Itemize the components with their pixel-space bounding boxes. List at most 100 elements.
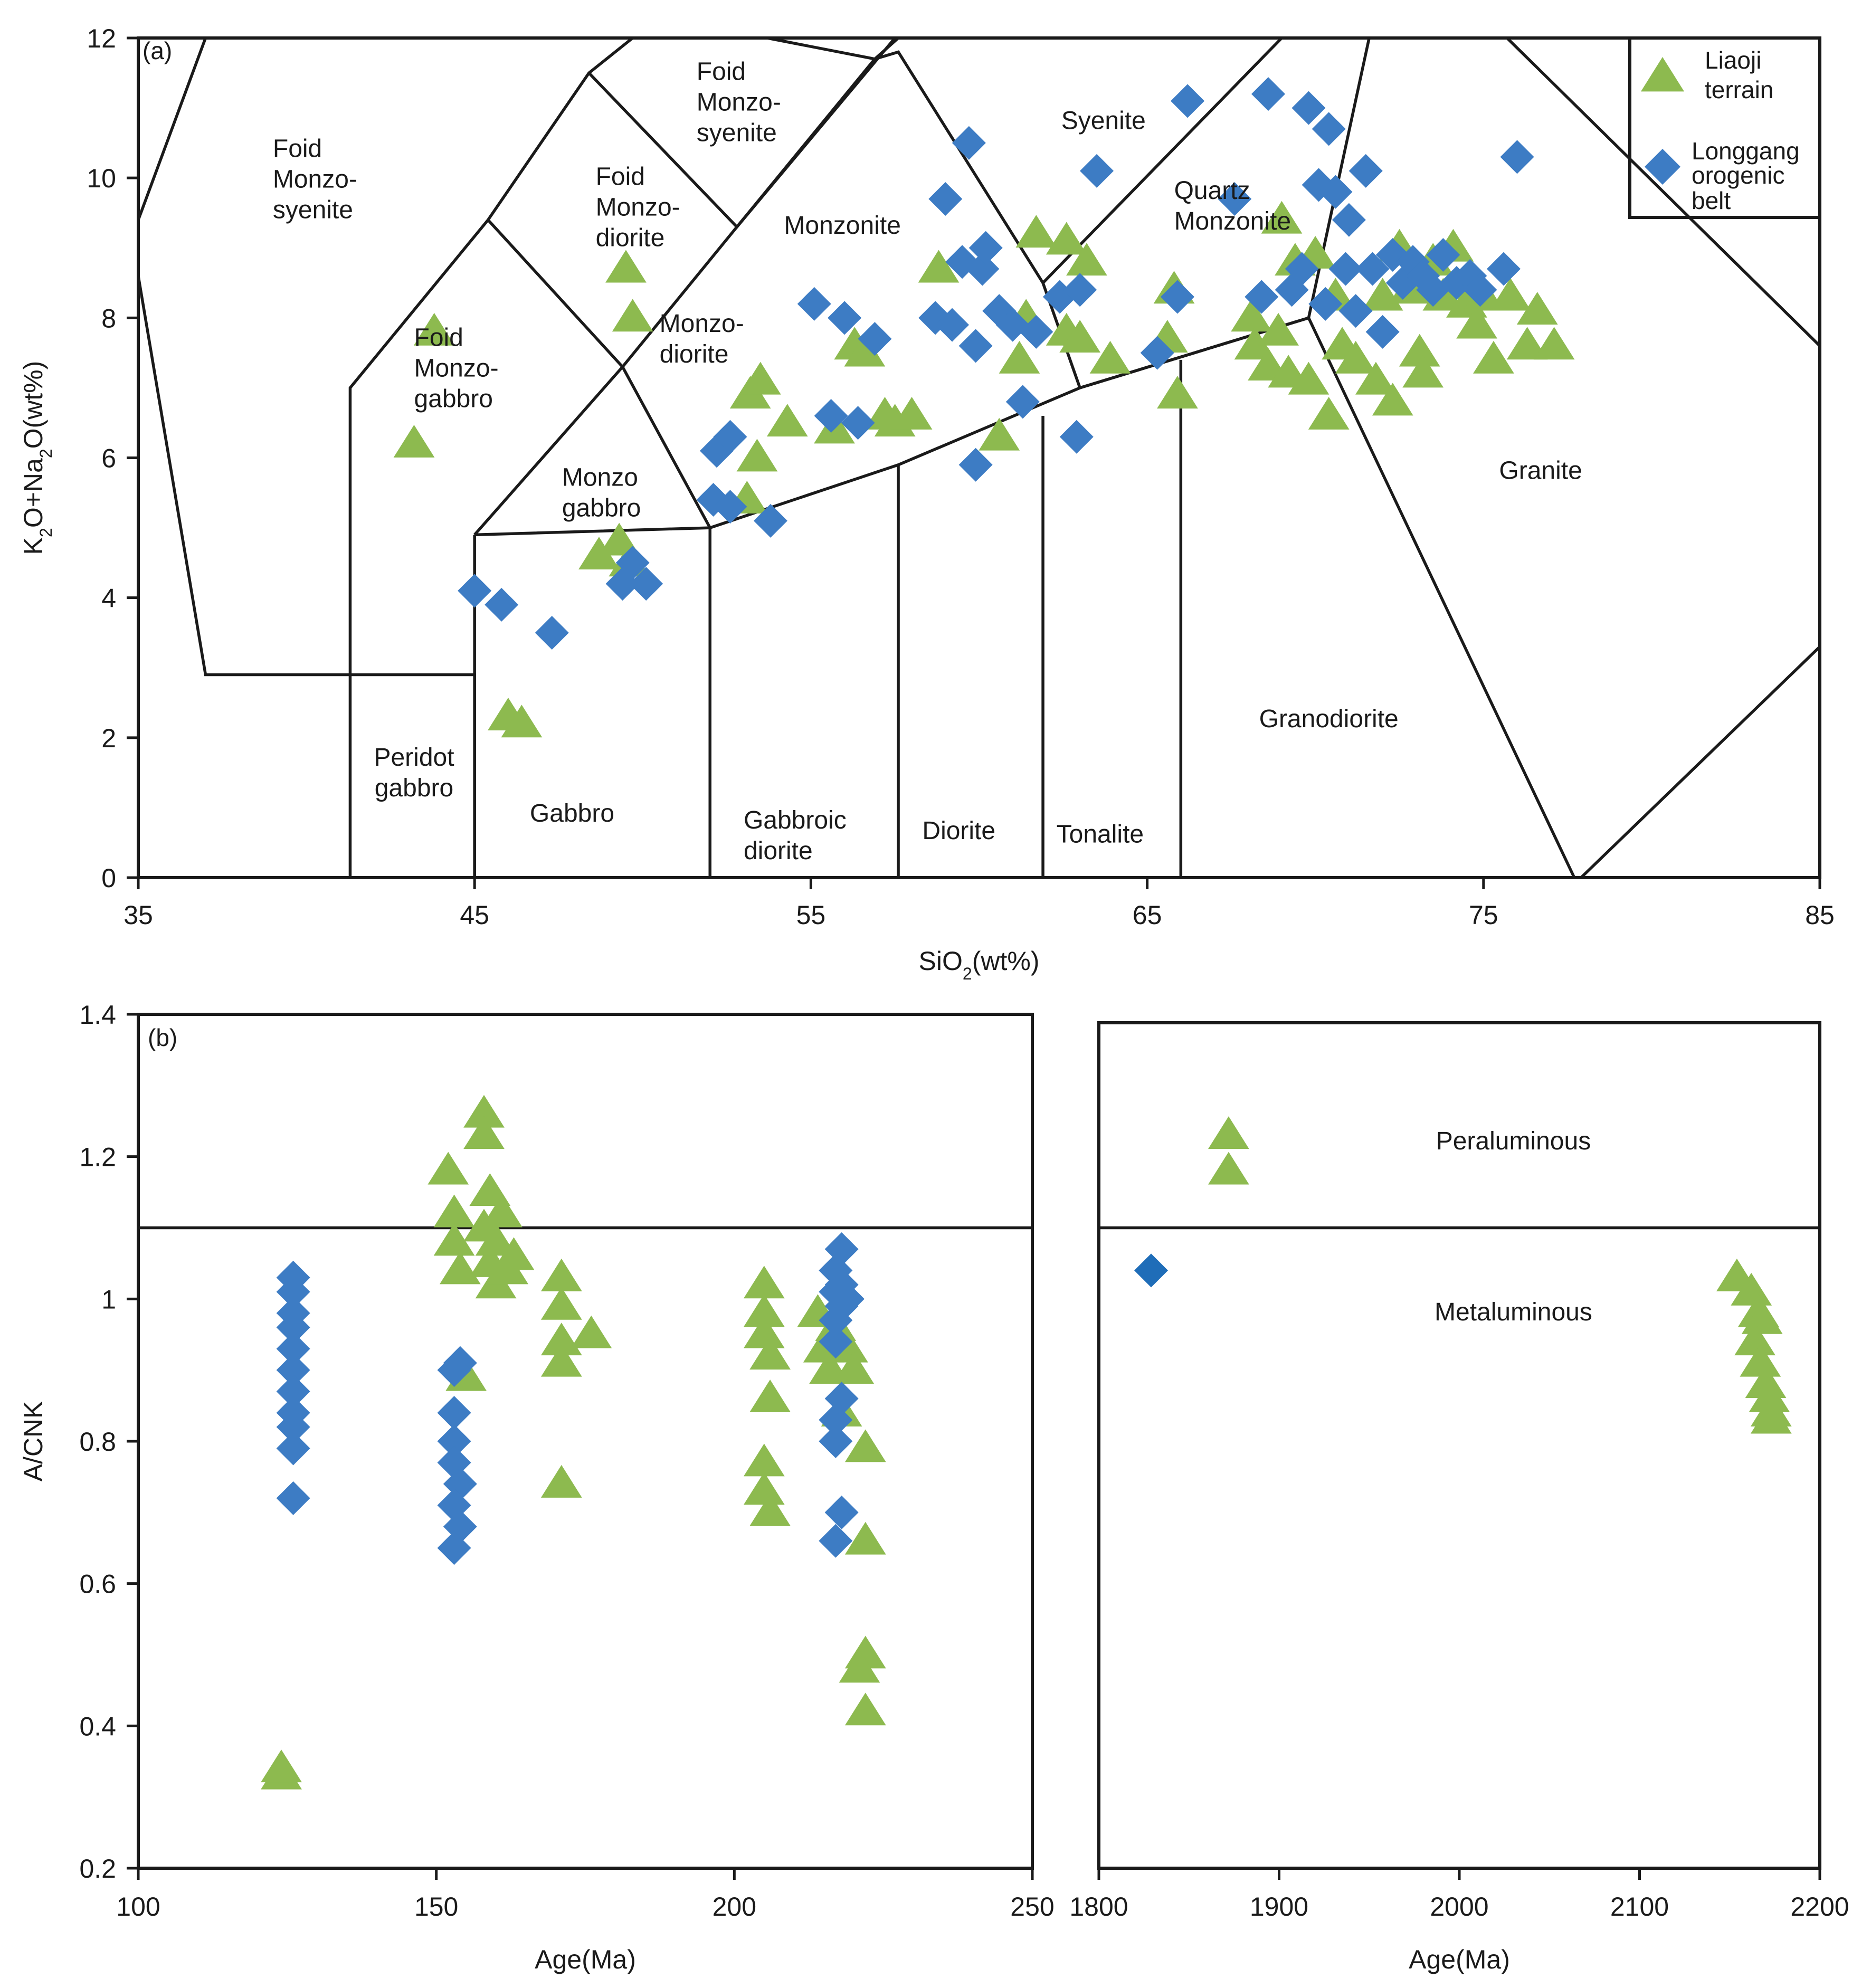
field-boundary-line <box>587 58 876 230</box>
longgang-diamond-point <box>1245 280 1279 314</box>
legend-label-longgang-line1: Longgang <box>1692 137 1800 165</box>
longgang-diamond-point <box>1080 154 1114 188</box>
liaoji-triangle-point <box>736 439 778 472</box>
liaoji-triangle-point <box>918 250 960 283</box>
x-tick-label: 2000 <box>1430 1892 1488 1922</box>
longgang-diamond-point <box>1375 238 1410 272</box>
longgang-diamond-point <box>713 490 747 524</box>
longgang-diamond-point <box>952 126 986 160</box>
liaoji-triangle-point <box>1372 383 1413 416</box>
legend: Liaoji terrain Longgang orogenic belt <box>1628 36 1821 219</box>
liaoji-triangle-point <box>839 1650 880 1683</box>
longgang-diamond-point <box>828 301 862 335</box>
field-boundary-line <box>873 36 899 60</box>
acnk-young-axis-ticks: 100 150 200 250 0.2 0.4 0.6 0.8 1 1.2 1.4 <box>79 1000 1054 1922</box>
longgang-diamond-point <box>797 287 831 321</box>
liaoji-triangle-point <box>1261 201 1303 234</box>
field-label: gabbro <box>414 385 493 413</box>
y-tick-label: 0.8 <box>79 1427 116 1457</box>
legend-label-longgang-line3: belt <box>1692 187 1731 214</box>
longgang-diamond-point <box>615 546 650 580</box>
longgang-diamond-point <box>965 252 1000 286</box>
liaoji-triangle-point <box>844 1521 886 1555</box>
region-label-peraluminous: Peraluminous <box>1436 1127 1591 1155</box>
liaoji-triangle-point <box>1015 215 1057 248</box>
y-tick-label: 12 <box>87 24 116 53</box>
longgang-diamond-point <box>535 615 569 650</box>
field-label: Gabbroic <box>744 806 847 834</box>
field-label: Foid <box>414 324 463 351</box>
acnk-young-data-points <box>261 1095 886 1790</box>
liaoji-triangle-point <box>833 1351 875 1384</box>
field-boundary-line <box>1042 37 1283 284</box>
field-label: Monzo- <box>596 193 680 221</box>
longgang-diamond-point <box>276 1274 310 1309</box>
liaoji-triangle-point <box>749 1493 791 1526</box>
liaoji-triangle-point <box>612 299 653 332</box>
liaoji-triangle-point <box>1745 1365 1787 1399</box>
longgang-diamond-point <box>1318 175 1353 209</box>
liaoji-triangle-point <box>999 340 1040 374</box>
longgang-diamond-point <box>629 567 663 601</box>
legend-label-liaoji-line1: Liaoji <box>1705 46 1761 74</box>
liaoji-triangle-point <box>1749 1380 1790 1413</box>
longgang-diamond-point <box>276 1431 310 1466</box>
field-label: Foid <box>596 163 645 191</box>
longgang-diamond-point <box>1019 315 1053 349</box>
liaoji-triangle-point <box>743 1266 785 1299</box>
longgang-diamond-point <box>1251 77 1285 111</box>
longgang-diamond-point <box>1134 1253 1169 1288</box>
field-label: syenite <box>697 119 777 147</box>
liaoji-triangle-point <box>571 1315 612 1348</box>
region-label-metaluminous: Metaluminous <box>1435 1298 1592 1326</box>
field-boundary-line <box>137 37 207 221</box>
longgang-diamond-point <box>935 308 970 342</box>
liaoji-triangle-point <box>1308 396 1350 430</box>
liaoji-triangle-point <box>1399 334 1440 367</box>
field-label: Tonalite <box>1057 821 1144 849</box>
field-label: Monzonite <box>784 212 900 240</box>
longgang-diamond-point <box>819 1424 853 1458</box>
field-label: Foid <box>273 135 322 163</box>
liaoji-triangle-point <box>1402 355 1443 388</box>
longgang-diamond-point <box>819 1524 853 1558</box>
field-boundary-line <box>767 36 1081 388</box>
x-tick-label: 2200 <box>1790 1892 1849 1922</box>
field-label: Granodiorite <box>1259 705 1399 733</box>
longgang-diamond-point <box>276 1331 310 1366</box>
y-tick-label: 0.2 <box>79 1854 116 1884</box>
longgang-diamond-point <box>958 329 993 363</box>
legend-triangle-marker <box>1640 57 1685 92</box>
liaoji-triangle-point <box>261 1749 302 1783</box>
liaoji-triangle-point <box>475 1223 517 1256</box>
x-tick-label: 150 <box>414 1892 458 1922</box>
x-tick-label: 100 <box>116 1892 160 1922</box>
field-boundary-line <box>487 218 711 878</box>
liaoji-triangle-point <box>749 1337 791 1370</box>
tas-data-points <box>393 77 1575 738</box>
liaoji-triangle-point <box>1473 340 1514 374</box>
longgang-diamond-point <box>276 1310 310 1345</box>
field-label: Foid <box>697 58 746 86</box>
longgang-diamond-point <box>819 1325 853 1359</box>
longgang-diamond-point <box>437 1353 471 1387</box>
liaoji-triangle-point <box>1208 1152 1249 1185</box>
field-label: Syenite <box>1061 107 1146 135</box>
liaoji-triangle-point <box>844 1429 886 1462</box>
tas-field-labels: FoidMonzo-syeniteFoidMonzo-dioriteFoidMo… <box>273 58 1582 865</box>
liaoji-triangle-point <box>743 1472 785 1505</box>
liaoji-triangle-point <box>605 250 647 283</box>
liaoji-triangle-point <box>1731 1272 1772 1306</box>
longgang-diamond-point <box>1338 294 1373 328</box>
acnk-y-axis-label: A/CNK <box>18 1401 48 1482</box>
acnk-old-panel: 1800 1900 2000 2100 2200 Peraluminous Metalu… <box>1069 1021 1849 1974</box>
longgang-diamond-point <box>437 1531 471 1565</box>
liaoji-triangle-point <box>463 1116 505 1149</box>
longgang-diamond-point <box>276 1353 310 1387</box>
liaoji-triangle-point <box>428 1152 469 1185</box>
y-tick-label: 6 <box>101 444 116 473</box>
liaoji-triangle-point <box>739 362 781 395</box>
legend-label-longgang-line2: orogenic <box>1692 161 1784 189</box>
tas-field-boundaries <box>137 36 1821 879</box>
longgang-diamond-point <box>1140 336 1174 370</box>
